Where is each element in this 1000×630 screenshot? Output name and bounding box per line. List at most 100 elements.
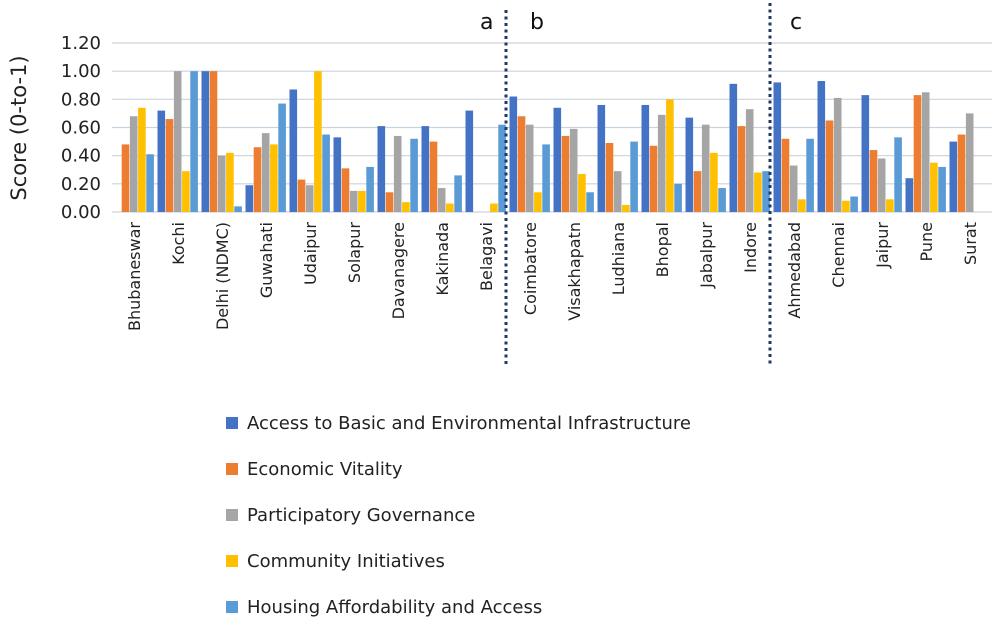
bar-davanagere-0 (377, 126, 386, 212)
bar-jaipur-0 (861, 95, 870, 212)
bar-surat-1 (957, 134, 966, 212)
bar-kakinada-2 (437, 188, 446, 212)
bar-solapur-3 (358, 190, 366, 212)
bar-bhopal-1 (649, 145, 658, 212)
bar-pune-3 (930, 162, 938, 212)
bar-chennai-2 (833, 97, 842, 212)
bar-delhi-ndmc--1 (209, 71, 218, 213)
category-label: Bhubaneswar (125, 222, 144, 331)
x-axis-category-labels: Bhubaneswar Kochi Delhi (NDMC) Guwahati Udai… (125, 222, 980, 331)
y-tick-label: 0.00 (61, 202, 101, 223)
bar-solapur-0 (333, 137, 342, 212)
bar-kochi-2 (173, 71, 182, 213)
legend-label: Access to Basic and Environmental Infras… (247, 412, 691, 434)
bar-coimbatore-4 (542, 144, 550, 212)
bar-ludhiana-2 (613, 171, 622, 212)
y-tick-label: 0.60 (61, 118, 101, 139)
bar-visakhapatn-2 (569, 128, 578, 212)
bar-belagavi-4 (498, 124, 506, 212)
bar-udaipur-1 (297, 179, 306, 212)
legend-item-infrastructure: Access to Basic and Environmental Infras… (226, 400, 691, 446)
bar-bhubaneswar-2 (129, 116, 138, 212)
bar-kakinada-3 (446, 203, 454, 212)
category-label: Guwahati (257, 222, 276, 298)
y-tick-label: 0.20 (61, 174, 101, 195)
bar-ludhiana-1 (605, 142, 614, 212)
bar-bhubaneswar-1 (121, 144, 130, 212)
bar-kakinada-1 (429, 141, 438, 212)
bar-udaipur-2 (305, 185, 314, 212)
category-label: Chennai (829, 222, 848, 288)
category-label: Udaipur (301, 222, 320, 285)
bar-pune-1 (913, 95, 922, 212)
bar-indore-1 (737, 126, 746, 212)
category-label: Indore (741, 222, 760, 273)
legend-label: Housing Affordability and Access (247, 596, 543, 618)
bar-solapur-2 (349, 190, 358, 212)
bar-surat-0 (949, 141, 958, 212)
bar-udaipur-4 (322, 134, 330, 212)
y-tick-label: 0.80 (61, 89, 101, 110)
legend-swatch (226, 601, 238, 613)
section-labels: a b c (480, 10, 802, 35)
bar-bhopal-0 (641, 104, 650, 212)
legend-label: Economic Vitality (247, 458, 403, 480)
category-label: Belagavi (477, 222, 496, 291)
bar-davanagere-2 (393, 135, 402, 212)
bar-guwahati-1 (253, 147, 262, 212)
bar-chart: 0.00 0.20 0.40 0.60 0.80 1.00 1.20 Score (0-to… (7, 3, 992, 365)
bars (121, 71, 974, 213)
category-label: Davanagere (389, 222, 408, 319)
bar-delhi-ndmc--3 (226, 152, 234, 212)
category-label: Delhi (NDMC) (213, 222, 232, 330)
y-tick-label: 1.00 (61, 61, 101, 82)
category-label: Jabalpur (697, 222, 716, 289)
y-tick-label: 1.20 (61, 33, 101, 54)
bar-ahmedabad-3 (798, 199, 806, 212)
bar-bhopal-2 (657, 114, 666, 212)
category-label: Jaipur (873, 222, 892, 269)
bar-jabalpur-1 (693, 171, 702, 212)
section-dividers (504, 3, 772, 365)
category-label: Bhopal (653, 222, 672, 277)
section-label: a (480, 10, 493, 35)
bar-ahmedabad-1 (781, 138, 790, 212)
bar-udaipur-0 (289, 89, 298, 212)
category-label: Pune (917, 222, 936, 262)
bar-indore-4 (762, 171, 770, 212)
category-label: Surat (961, 222, 980, 265)
bar-jabalpur-0 (685, 117, 694, 212)
category-label: Visakhapatn (565, 222, 584, 321)
legend-swatch (226, 463, 238, 475)
bar-jaipur-4 (894, 137, 902, 212)
bar-bhubaneswar-3 (138, 107, 146, 212)
bar-chennai-4 (850, 196, 858, 212)
bar-visakhapatn-0 (553, 107, 562, 212)
y-axis-ticks: 0.00 0.20 0.40 0.60 0.80 1.00 1.20 (61, 33, 101, 223)
bar-coimbatore-2 (525, 124, 534, 212)
section-label: b (530, 10, 544, 35)
legend-item-housing: Housing Affordability and Access (226, 584, 691, 630)
category-label: Kochi (169, 222, 188, 265)
legend-swatch (226, 509, 238, 521)
bar-delhi-ndmc--2 (217, 155, 226, 212)
bar-bhopal-3 (666, 99, 674, 212)
category-label: Coimbatore (521, 222, 540, 315)
bar-guwahati-4 (278, 103, 286, 212)
bar-coimbatore-0 (509, 96, 518, 212)
category-label: Kakinada (433, 222, 452, 296)
legend-swatch (226, 417, 238, 429)
bar-ahmedabad-4 (806, 138, 814, 212)
bar-coimbatore-3 (534, 192, 542, 212)
legend-label: Community Initiatives (247, 550, 445, 572)
bar-kochi-1 (165, 119, 174, 212)
bar-jaipur-3 (886, 199, 894, 212)
bar-pune-2 (921, 92, 930, 212)
bar-jabalpur-2 (701, 124, 710, 212)
bar-pune-0 (905, 178, 914, 212)
bar-jaipur-2 (877, 158, 886, 212)
bar-chennai-1 (825, 120, 834, 212)
bar-chennai-0 (817, 81, 826, 213)
bar-ludhiana-4 (630, 141, 638, 212)
legend-swatch (226, 555, 238, 567)
